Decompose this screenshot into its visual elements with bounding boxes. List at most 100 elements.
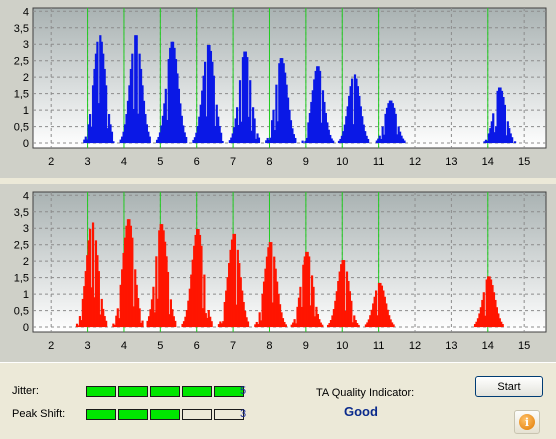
histogram-bar: [171, 41, 175, 144]
histogram-bar: [365, 135, 368, 144]
histogram-bar: [113, 324, 116, 328]
histogram-bar: [166, 119, 169, 144]
histogram-bar: [328, 323, 331, 328]
jitter-meter-segment: [118, 386, 148, 397]
histogram-bar: [169, 47, 172, 144]
histogram-bar: [193, 137, 197, 144]
histogram-bar: [238, 80, 242, 144]
histogram-bar: [225, 290, 228, 328]
x-tick-label: 12: [409, 156, 421, 168]
histogram-bar: [281, 58, 284, 144]
histogram-bar: [364, 131, 367, 144]
histogram-bar: [244, 310, 247, 328]
start-button[interactable]: Start: [475, 376, 543, 397]
histogram-bar: [485, 279, 488, 328]
histogram-bar: [93, 297, 96, 328]
histogram-bar: [102, 308, 105, 328]
histogram-bar: [492, 292, 496, 328]
x-tick-label: 15: [518, 340, 530, 352]
histogram-bar: [200, 245, 203, 328]
histogram-bar: [182, 125, 185, 144]
histogram-bar: [347, 281, 350, 328]
histogram-bar: [239, 277, 242, 328]
histogram-bar: [495, 307, 498, 328]
histogram-bar: [375, 140, 378, 144]
histogram-bar: [337, 140, 341, 144]
histogram-bar: [337, 281, 340, 328]
x-tick-label: 12: [409, 340, 421, 352]
histogram-bar: [294, 323, 298, 328]
y-tick-label: 0,5: [14, 122, 29, 134]
histogram-bar: [484, 315, 487, 328]
histogram-bar: [492, 113, 495, 144]
histogram-bar: [478, 313, 481, 328]
x-tick-label: 2: [48, 340, 54, 352]
x-tick-label: 9: [303, 156, 309, 168]
y-tick-label: 1: [23, 289, 29, 301]
histogram-bar: [77, 325, 80, 328]
histogram-bar: [109, 124, 112, 144]
histogram-bar: [165, 256, 168, 328]
histogram-bar: [256, 133, 259, 144]
histogram-bar: [122, 131, 125, 144]
histogram-bar: [236, 249, 239, 328]
histogram-bar: [247, 116, 250, 144]
histogram-bar: [228, 263, 231, 328]
histogram-bar: [155, 139, 159, 144]
x-tick-label: 13: [445, 156, 457, 168]
histogram-bar: [222, 321, 225, 328]
histogram-bar: [303, 256, 306, 328]
histogram-bar: [169, 299, 172, 328]
histogram-bar: [313, 79, 316, 144]
histogram-bar: [160, 125, 163, 144]
histogram-bar: [331, 315, 334, 328]
histogram-bar: [490, 121, 493, 144]
histogram-bar: [355, 78, 358, 144]
histogram-bar: [321, 324, 324, 328]
histogram-bar: [107, 114, 111, 144]
histogram-bar: [206, 45, 210, 144]
histogram-bar: [145, 124, 148, 144]
histogram-bar: [238, 263, 241, 328]
histogram-bar: [273, 130, 277, 144]
jitter-meter-segment: [150, 386, 180, 397]
histogram-bar: [489, 128, 492, 144]
histogram-bar: [146, 320, 149, 328]
histogram-bar: [497, 87, 501, 144]
histogram-bar: [106, 128, 109, 144]
histogram-bar: [320, 122, 323, 144]
histogram-bar: [134, 269, 137, 328]
histogram-bar: [153, 312, 156, 328]
histogram-bar: [369, 315, 372, 328]
histogram-bar: [272, 109, 275, 144]
histogram-bar: [212, 75, 215, 144]
info-button[interactable]: i: [514, 410, 540, 434]
histogram-bar: [232, 233, 235, 328]
histogram-bar: [493, 132, 496, 144]
histogram-bar: [236, 107, 239, 144]
histogram-bar: [86, 139, 89, 144]
histogram-bar: [308, 256, 311, 328]
histogram-bar: [99, 35, 102, 144]
histogram-bar: [390, 100, 393, 144]
histogram-bar: [389, 319, 392, 328]
histogram-bar: [278, 63, 281, 144]
histogram-bar: [367, 319, 370, 328]
histogram-bar: [403, 140, 406, 144]
histogram-bar: [388, 315, 391, 328]
histogram-bar: [496, 90, 499, 144]
histogram-bar: [83, 286, 86, 328]
ta-chart-top: 0 0,5 1 1,5 2 2,5 3 3,5 4 2 3 4 5 6 7 8 9 10 11 12 13 14 15: [0, 0, 556, 178]
histogram-bar: [508, 128, 511, 144]
histogram-bar: [279, 58, 282, 144]
histogram-bar: [316, 313, 319, 328]
histogram-bar: [102, 53, 105, 144]
y-tick-label: 3: [23, 223, 29, 235]
histogram-bar: [293, 319, 296, 328]
histogram-bar: [364, 324, 368, 328]
histogram-bar: [285, 84, 288, 144]
histogram-bar: [353, 74, 357, 144]
histogram-bar: [81, 298, 84, 328]
histogram-bar: [357, 324, 360, 328]
histogram-bar: [179, 103, 182, 144]
